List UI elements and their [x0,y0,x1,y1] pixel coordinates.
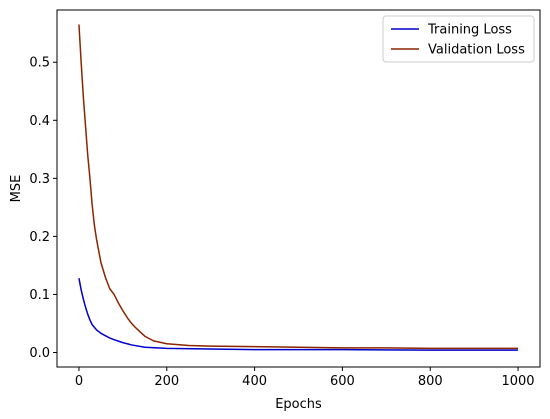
training-loss-line [78,278,519,351]
y-axis-label: MSE [9,175,24,203]
y-tick-label: 0.5 [29,56,50,71]
x-tick-label: 800 [418,374,443,389]
y-tick-label: 0.3 [29,172,50,187]
x-axis-label: Epochs [275,397,322,412]
x-tick-label: 1000 [501,374,534,389]
validation-loss-line [78,24,519,350]
legend-label-validation: Validation Loss [428,43,525,58]
x-tick-label: 0 [75,374,83,389]
x-tick-label: 600 [330,374,355,389]
x-axis-ticks: 0 200 400 600 800 1000 [75,367,535,389]
y-tick-label: 0.2 [29,230,50,245]
x-tick-label: 400 [242,374,267,389]
y-axis-ticks: 0.0 0.1 0.2 0.3 0.4 0.5 [29,56,57,361]
y-tick-label: 0.0 [29,346,50,361]
plot-frame [56,9,541,368]
legend: Training Loss Validation Loss [382,15,535,63]
legend-box [382,15,535,63]
y-tick-label: 0.4 [29,114,50,129]
legend-label-training: Training Loss [427,23,512,38]
plot-layer [78,24,519,351]
y-tick-label: 0.1 [29,288,50,303]
x-tick-label: 200 [154,374,179,389]
